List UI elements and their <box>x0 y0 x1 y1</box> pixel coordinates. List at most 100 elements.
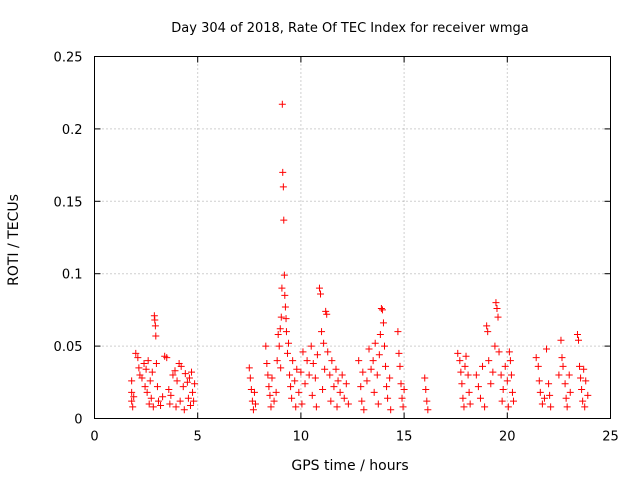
data-point <box>280 271 288 279</box>
data-point <box>277 364 285 372</box>
data-point <box>498 397 506 405</box>
data-point <box>272 388 280 396</box>
data-point <box>186 401 194 409</box>
y-tick-label: 0.05 <box>54 340 83 355</box>
data-point <box>286 371 294 379</box>
data-point <box>190 397 198 405</box>
data-point <box>285 339 293 347</box>
data-point <box>492 299 500 307</box>
data-point <box>281 303 289 311</box>
data-point <box>320 339 328 347</box>
data-point <box>371 339 379 347</box>
data-point <box>270 397 278 405</box>
data-point <box>319 386 327 394</box>
data-point <box>576 362 584 370</box>
data-point <box>465 388 473 396</box>
data-point <box>399 403 407 411</box>
data-point <box>134 354 142 362</box>
data-point <box>246 374 254 382</box>
data-point <box>380 342 388 350</box>
data-point <box>275 342 283 350</box>
data-point <box>509 397 517 405</box>
data-point <box>582 377 590 385</box>
data-point <box>397 380 405 388</box>
data-point <box>365 345 373 353</box>
data-point <box>279 168 287 176</box>
data-point <box>311 374 319 382</box>
data-point <box>171 367 179 375</box>
data-point <box>374 400 382 408</box>
data-point <box>287 383 295 391</box>
data-point <box>558 354 566 362</box>
data-point <box>458 380 466 388</box>
data-point <box>378 306 386 314</box>
data-point <box>293 365 301 373</box>
data-point <box>479 362 487 370</box>
data-point <box>340 394 348 402</box>
data-point <box>423 397 431 405</box>
data-point <box>177 362 185 370</box>
data-point <box>460 403 468 411</box>
data-point <box>265 383 273 391</box>
data-point <box>508 388 516 396</box>
data-point <box>581 403 589 411</box>
data-point <box>308 391 316 399</box>
data-point <box>141 383 149 391</box>
data-point <box>495 348 503 356</box>
x-tick-label: 15 <box>396 430 413 445</box>
data-point <box>151 322 159 330</box>
data-point <box>370 388 378 396</box>
data-point <box>135 364 143 372</box>
data-point <box>547 403 555 411</box>
data-point <box>505 348 513 356</box>
y-tick-label: 0.1 <box>62 268 83 283</box>
data-point <box>298 400 306 408</box>
data-point <box>386 374 394 382</box>
data-point <box>173 377 181 385</box>
data-point <box>167 391 175 399</box>
chart-title: Day 304 of 2018, Rate Of TEC Index for r… <box>171 21 528 36</box>
data-point <box>483 322 491 330</box>
data-point <box>292 403 300 411</box>
data-point <box>307 342 315 350</box>
data-point <box>145 400 153 408</box>
data-point <box>245 364 253 372</box>
data-point <box>327 397 335 405</box>
data-point <box>422 386 430 394</box>
data-point <box>189 388 197 396</box>
data-point <box>532 354 540 362</box>
data-point <box>546 391 554 399</box>
data-point <box>561 380 569 388</box>
data-point <box>579 397 587 405</box>
data-point <box>248 397 256 405</box>
data-point <box>481 403 489 411</box>
data-point <box>303 357 311 365</box>
data-point <box>485 357 493 365</box>
x-tick-label: 5 <box>194 430 202 445</box>
data-point <box>487 380 495 388</box>
data-point <box>507 371 515 379</box>
data-point <box>250 388 258 396</box>
data-point <box>324 348 332 356</box>
data-point <box>400 386 408 394</box>
data-point <box>360 406 368 414</box>
data-point <box>288 394 296 402</box>
data-point <box>506 357 514 365</box>
data-point <box>484 328 492 336</box>
data-point <box>317 290 325 298</box>
data-point <box>534 362 542 370</box>
data-point <box>128 397 136 405</box>
data-point <box>268 374 276 382</box>
data-point <box>249 406 257 414</box>
data-point <box>573 331 581 339</box>
data-point <box>577 374 585 382</box>
data-point <box>279 183 287 191</box>
data-point <box>494 313 502 321</box>
data-point <box>363 377 371 385</box>
data-point <box>191 380 199 388</box>
data-point <box>457 368 465 376</box>
data-point <box>154 397 162 405</box>
data-point <box>578 386 586 394</box>
data-point <box>146 377 154 385</box>
